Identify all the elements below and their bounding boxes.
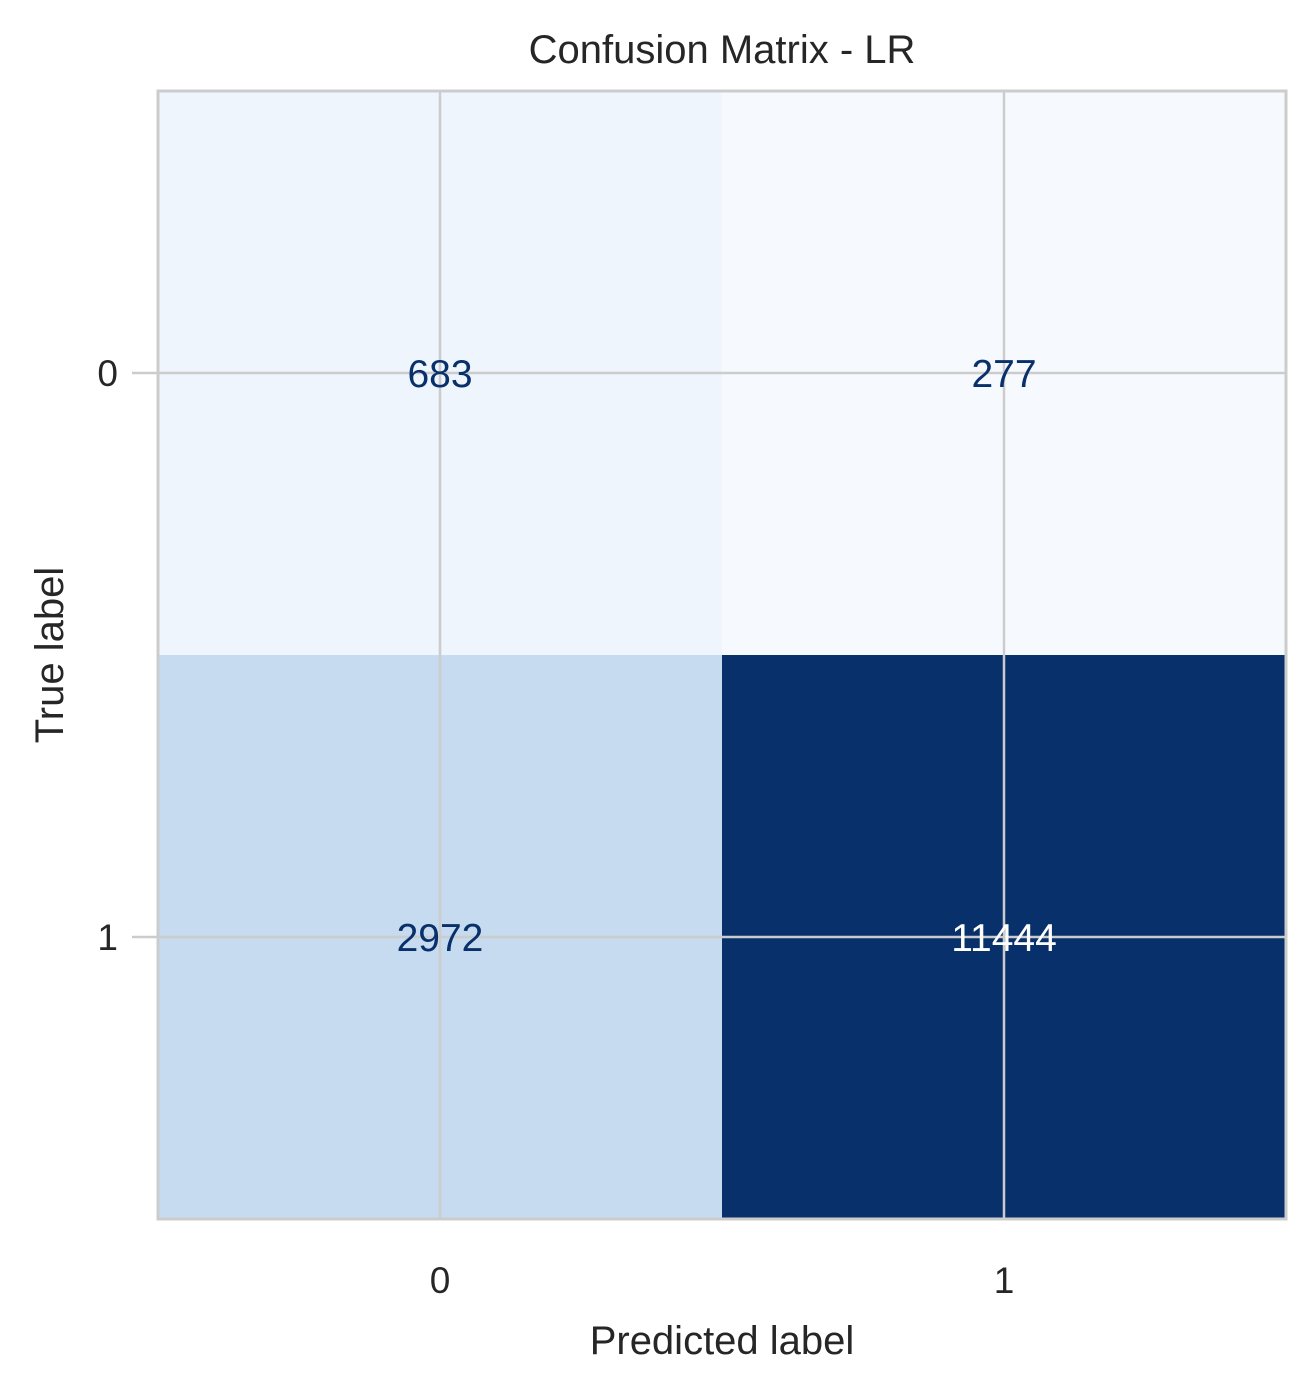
cell-value-r0-c0: 683 xyxy=(407,353,472,396)
x-axis-label: Predicted label xyxy=(590,1319,855,1363)
gridlines xyxy=(158,91,1286,1219)
heatmap-cells xyxy=(158,91,1286,1219)
tick-marks xyxy=(132,371,158,939)
y-tick-label: 1 xyxy=(97,917,118,958)
y-axis-label: True label xyxy=(28,567,72,743)
cell-value-r0-c1: 277 xyxy=(971,353,1036,396)
y-tick-labels: 01 xyxy=(97,353,118,958)
x-tick-label: 0 xyxy=(430,1260,451,1301)
cell-value-r1-c1: 11444 xyxy=(951,917,1057,960)
chart-title: Confusion Matrix - LR xyxy=(529,28,916,72)
cell-value-r1-c0: 2972 xyxy=(397,917,484,960)
x-tick-label: 1 xyxy=(994,1260,1015,1301)
y-tick-label: 0 xyxy=(97,353,118,394)
cell-value-labels: 683 277 2972 11444 xyxy=(397,353,1057,960)
plot-frame xyxy=(156,89,1288,1221)
